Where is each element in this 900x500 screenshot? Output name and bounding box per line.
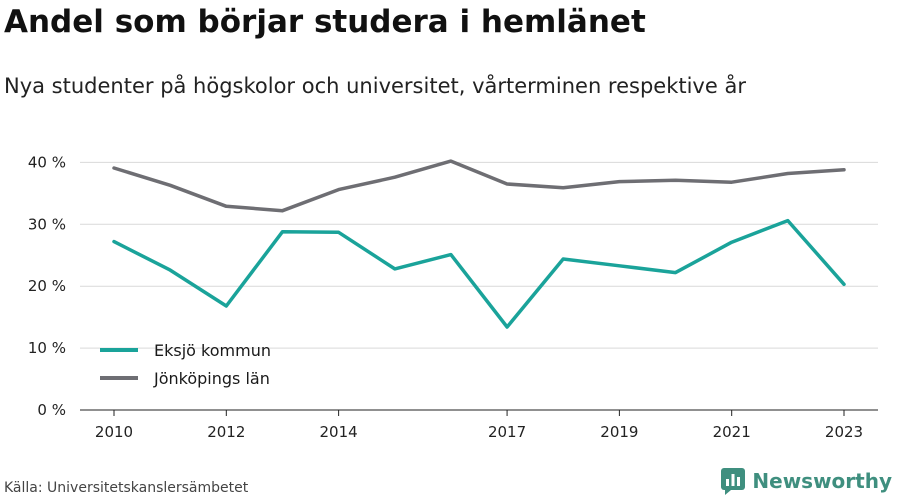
series-lines <box>112 159 846 329</box>
y-tick-label: 20 % <box>28 277 66 295</box>
brand-logo: Newsworthy <box>720 467 892 495</box>
y-tick-label: 30 % <box>28 215 66 233</box>
x-axis: 2010 2012 2014 2017 2019 2021 2023 <box>80 409 878 441</box>
brand-name: Newsworthy <box>752 469 892 493</box>
x-tick-label: 2012 <box>207 423 245 441</box>
x-tick-label: 2014 <box>320 423 358 441</box>
legend: Eksjö kommun Jönköpings län <box>100 341 271 388</box>
y-tick-label: 10 % <box>28 339 66 357</box>
chart-title: Andel som börjar studera i hemlänet <box>4 4 646 40</box>
chart-subtitle: Nya studenter på högskolor och universit… <box>4 74 746 98</box>
x-tick-label: 2017 <box>488 423 526 441</box>
x-tick-label: 2019 <box>600 423 638 441</box>
x-tick-label: 2021 <box>713 423 751 441</box>
newsworthy-logo-icon <box>721 468 746 495</box>
y-axis: 0 % 10 % 20 % 30 % 40 % <box>28 153 66 419</box>
y-tick-label: 40 % <box>28 153 66 171</box>
y-tick-label: 0 % <box>37 401 66 419</box>
x-tick-label: 2023 <box>825 423 863 441</box>
series-line-1 <box>112 159 846 213</box>
series-line-0 <box>112 218 846 329</box>
legend-label: Eksjö kommun <box>154 341 271 360</box>
source-note: Källa: Universitetskanslersämbetet <box>4 480 249 496</box>
grid-lines <box>80 161 878 349</box>
legend-label: Jönköpings län <box>153 369 270 388</box>
x-tick-label: 2010 <box>95 423 133 441</box>
